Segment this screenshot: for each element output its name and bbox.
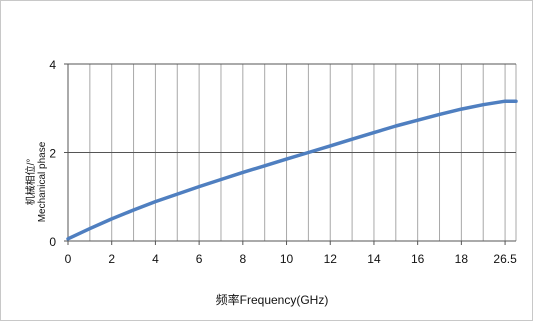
x-tick-label: 26.5: [493, 252, 517, 266]
y-axis-title-line1: 机械相位/°: [24, 159, 37, 206]
x-axis-title: 频率Frequency(GHz): [216, 292, 329, 307]
y-tick-label: 0: [49, 235, 56, 249]
x-tick-label: 10: [280, 252, 294, 266]
series-layer: [66, 99, 518, 241]
axes: [64, 63, 516, 245]
x-tick-label: 2: [108, 252, 115, 266]
x-tick-label: 18: [455, 252, 469, 266]
x-tick-label: 8: [239, 252, 246, 266]
x-tick-label: 14: [367, 252, 381, 266]
x-tick-label: 16: [411, 252, 425, 266]
mechanical-phase-series-line: [66, 99, 518, 241]
x-tick-label: 4: [152, 252, 159, 266]
x-tick-label: 0: [65, 252, 72, 266]
y-tick-label: 4: [49, 58, 56, 72]
y-tick-label: 2: [49, 147, 56, 161]
y-axis-title-line2: Mechanical phase: [37, 141, 48, 222]
y-axis-title: 机械相位/° Mechanical phase: [24, 141, 48, 222]
x-tick-label: 6: [196, 252, 203, 266]
x-tick-label: 12: [324, 252, 338, 266]
tick-labels: 0 2 4 6 8 10 12 14 16 18 26.5 0 2 4: [49, 58, 517, 266]
gridlines: [68, 63, 517, 241]
